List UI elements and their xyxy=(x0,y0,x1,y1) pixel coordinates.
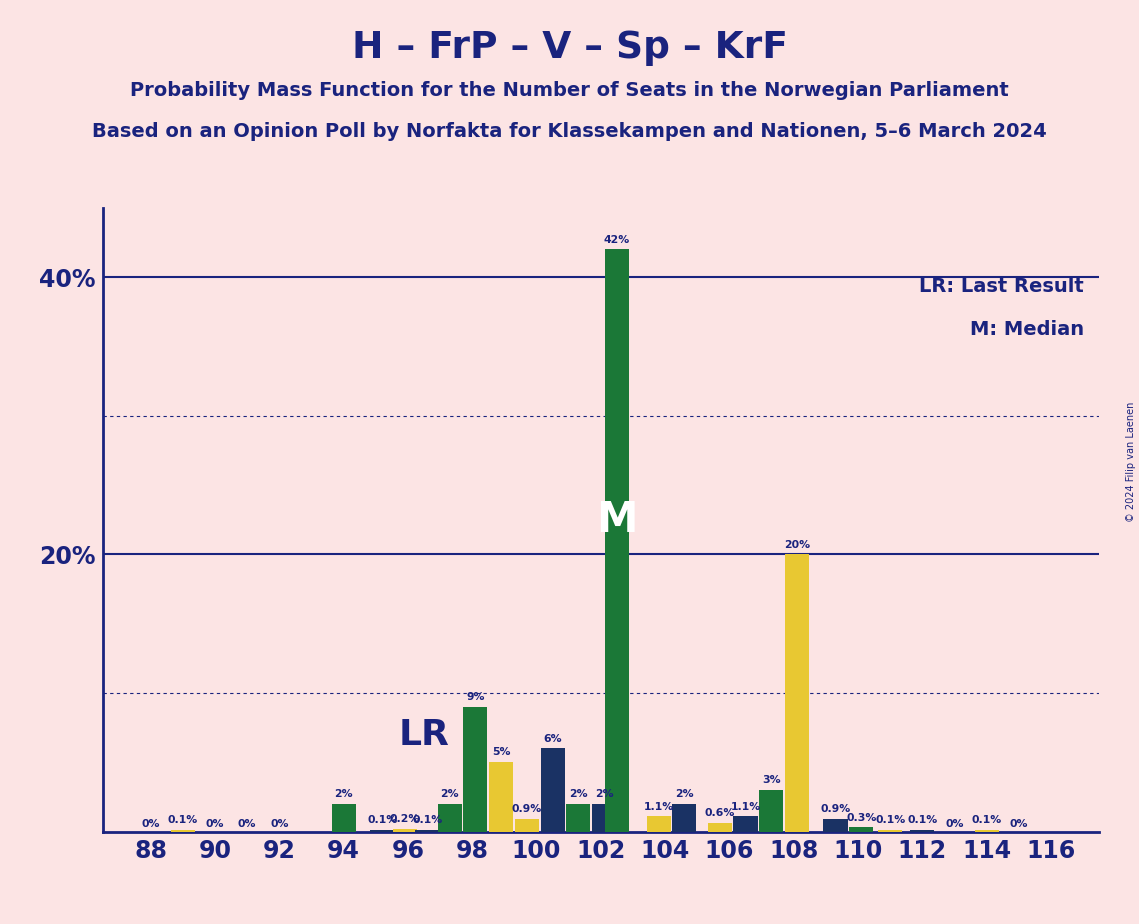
Text: 0.9%: 0.9% xyxy=(511,804,542,814)
Text: 0.1%: 0.1% xyxy=(907,815,937,825)
Text: 2%: 2% xyxy=(335,789,353,799)
Text: 0.3%: 0.3% xyxy=(846,812,876,822)
Text: 0%: 0% xyxy=(270,819,288,829)
Bar xyxy=(878,831,902,832)
Text: 0.2%: 0.2% xyxy=(390,814,420,824)
Bar xyxy=(975,831,999,832)
Bar xyxy=(415,831,440,832)
Bar xyxy=(331,804,355,832)
Text: M: M xyxy=(596,499,638,541)
Bar xyxy=(647,817,671,832)
Bar xyxy=(464,707,487,832)
Text: M: Median: M: Median xyxy=(970,320,1084,339)
Text: 0%: 0% xyxy=(206,819,224,829)
Bar xyxy=(910,831,934,832)
Bar xyxy=(171,831,195,832)
Bar xyxy=(489,762,514,832)
Bar xyxy=(785,554,809,832)
Text: 1.1%: 1.1% xyxy=(730,801,761,811)
Text: H – FrP – V – Sp – KrF: H – FrP – V – Sp – KrF xyxy=(352,30,787,66)
Text: © 2024 Filip van Laenen: © 2024 Filip van Laenen xyxy=(1125,402,1136,522)
Text: 42%: 42% xyxy=(604,235,630,245)
Text: 1.1%: 1.1% xyxy=(644,801,674,811)
Bar xyxy=(760,790,784,832)
Text: Based on an Opinion Poll by Norfakta for Klassekampen and Nationen, 5–6 March 20: Based on an Opinion Poll by Norfakta for… xyxy=(92,122,1047,141)
Text: 2%: 2% xyxy=(675,789,694,799)
Text: 0.6%: 0.6% xyxy=(705,808,735,819)
Text: 0%: 0% xyxy=(1009,819,1029,829)
Bar xyxy=(515,820,539,832)
Bar xyxy=(707,823,732,832)
Text: 5%: 5% xyxy=(492,748,510,758)
Bar xyxy=(823,820,847,832)
Bar xyxy=(437,804,461,832)
Text: 0.1%: 0.1% xyxy=(875,815,906,825)
Text: 0%: 0% xyxy=(945,819,964,829)
Bar xyxy=(605,249,629,832)
Text: 2%: 2% xyxy=(595,789,613,799)
Text: 9%: 9% xyxy=(466,692,485,702)
Bar xyxy=(734,817,757,832)
Text: 6%: 6% xyxy=(543,734,562,744)
Text: 2%: 2% xyxy=(441,789,459,799)
Text: 0%: 0% xyxy=(238,819,256,829)
Text: 2%: 2% xyxy=(570,789,588,799)
Text: 0.1%: 0.1% xyxy=(367,815,398,825)
Text: Probability Mass Function for the Number of Seats in the Norwegian Parliament: Probability Mass Function for the Number… xyxy=(130,81,1009,101)
Bar xyxy=(592,804,616,832)
Text: 0.1%: 0.1% xyxy=(412,815,442,825)
Bar xyxy=(850,828,874,832)
Bar xyxy=(541,748,565,832)
Text: 0.9%: 0.9% xyxy=(820,804,851,814)
Bar xyxy=(566,804,590,832)
Text: 20%: 20% xyxy=(784,540,810,550)
Text: LR: LR xyxy=(399,718,450,751)
Text: LR: Last Result: LR: Last Result xyxy=(919,276,1084,296)
Text: 0%: 0% xyxy=(141,819,159,829)
Text: 0.1%: 0.1% xyxy=(167,815,198,825)
Text: 0.1%: 0.1% xyxy=(972,815,1001,825)
Bar xyxy=(393,829,417,832)
Bar xyxy=(672,804,696,832)
Bar xyxy=(370,831,394,832)
Text: 3%: 3% xyxy=(762,775,780,785)
